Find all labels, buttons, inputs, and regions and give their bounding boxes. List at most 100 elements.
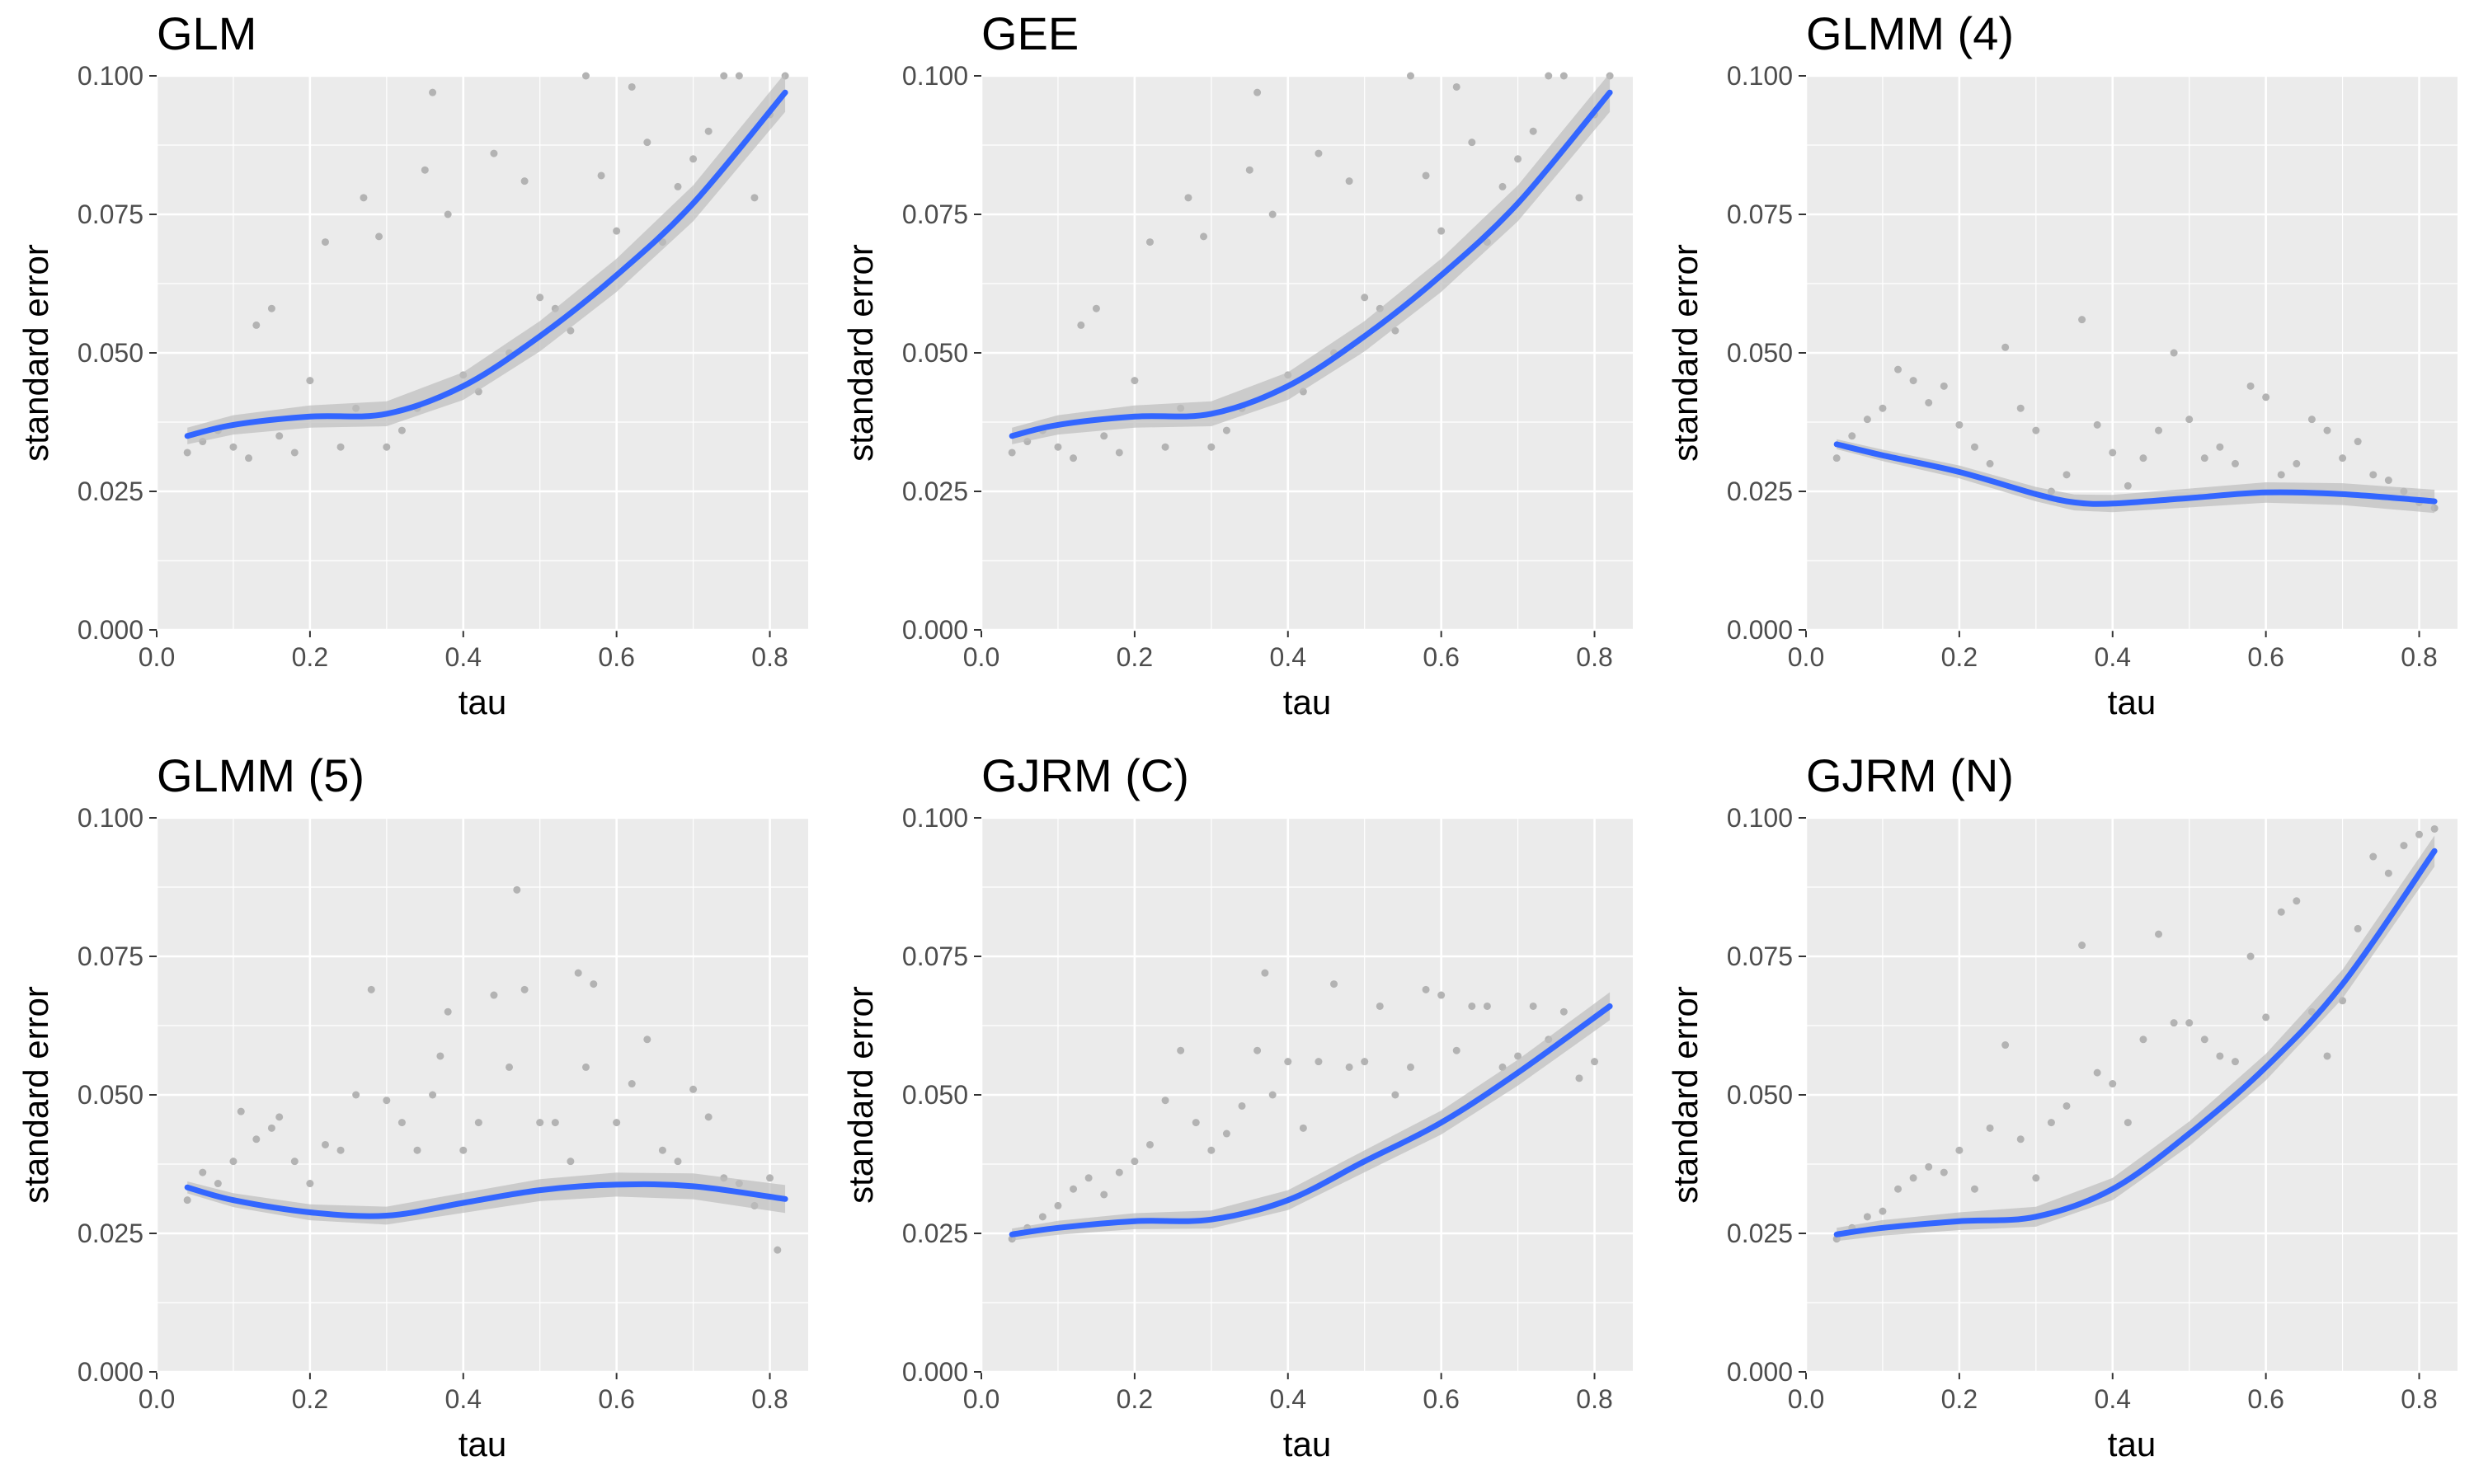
data-point — [1955, 1146, 1964, 1154]
data-point — [375, 232, 383, 241]
data-point — [628, 1080, 636, 1088]
data-point — [2170, 1019, 2178, 1027]
y-tick-label: 0.075 — [902, 942, 968, 971]
data-point — [613, 227, 621, 235]
x-tick-label: 0.8 — [751, 1384, 788, 1414]
data-point — [735, 72, 743, 80]
data-point — [1986, 1124, 1994, 1132]
x-tick-label: 0.8 — [2401, 642, 2437, 672]
data-point — [2277, 908, 2285, 916]
data-point — [1559, 72, 1568, 80]
data-point — [1054, 443, 1062, 451]
x-tick-label: 0.2 — [1941, 642, 1978, 672]
chart-svg: 0.0 0.2 0.4 0.6 0.8 0.000 0.025 0.050 0.075 0.100… — [16, 61, 808, 721]
data-point — [1184, 194, 1192, 202]
x-tick-label: 0.4 — [445, 1384, 482, 1414]
data-point — [1161, 443, 1169, 451]
chart-panel: GLMM (4) 0.0 0.2 0.4 0.6 0.8 0.000 0.025 0.050 0.… — [1649, 0, 2474, 742]
data-point — [1422, 985, 1430, 993]
chart-svg: 0.0 0.2 0.4 0.6 0.8 0.000 0.025 0.050 0.075 0.100… — [841, 61, 1633, 721]
chart-title: GJRM (C) — [981, 749, 1189, 801]
data-point — [1345, 177, 1353, 186]
data-point — [2384, 477, 2392, 485]
data-point — [267, 1124, 275, 1132]
y-axis-label: standard error — [841, 244, 880, 462]
x-tick-label: 0.4 — [445, 642, 482, 672]
data-point — [1514, 155, 1522, 163]
data-point — [2277, 471, 2285, 479]
data-point — [1207, 1146, 1216, 1154]
x-tick-label: 0.4 — [2095, 1384, 2131, 1414]
chart-svg: 0.0 0.2 0.4 0.6 0.8 0.000 0.025 0.050 0.075 0.100… — [1666, 803, 2458, 1463]
y-axis-label: standard error — [841, 986, 880, 1204]
data-point — [720, 72, 728, 80]
data-point — [2216, 1052, 2224, 1060]
chart-svg: 0.0 0.2 0.4 0.6 0.8 0.000 0.025 0.050 0.075 0.100… — [16, 803, 808, 1463]
data-point — [2323, 1052, 2331, 1060]
data-point — [1863, 1213, 1871, 1221]
data-point — [1545, 72, 1553, 80]
data-point — [766, 1174, 774, 1182]
y-axis-label: standard error — [16, 244, 55, 462]
data-point — [1955, 420, 1964, 429]
chart-title: GLMM (4) — [1806, 7, 2014, 59]
data-point — [1940, 1168, 1948, 1176]
y-tick-label: 0.075 — [1727, 942, 1793, 971]
data-point — [1575, 194, 1583, 202]
x-tick-label: 0.8 — [751, 642, 788, 672]
data-point — [658, 1146, 666, 1154]
data-point — [1100, 432, 1108, 440]
y-tick-label: 0.100 — [1727, 61, 1793, 91]
data-point — [689, 155, 698, 163]
data-point — [1848, 432, 1856, 440]
data-point — [1207, 443, 1216, 451]
data-point — [628, 82, 636, 91]
data-point — [1145, 1140, 1154, 1148]
y-tick-label: 0.100 — [1727, 803, 1793, 833]
data-point — [275, 432, 284, 440]
data-point — [352, 1091, 360, 1099]
x-tick-label: 0.6 — [1423, 642, 1459, 672]
data-point — [2047, 1119, 2055, 1127]
data-point — [2109, 1080, 2117, 1088]
data-point — [1070, 1185, 1078, 1193]
y-tick-label: 0.075 — [78, 942, 143, 971]
data-point — [321, 1140, 329, 1148]
smooth-line — [184, 1181, 788, 1219]
x-axis-label: tau — [2108, 683, 2156, 721]
data-point — [689, 1085, 698, 1093]
y-tick-label: 0.000 — [902, 1357, 968, 1387]
data-point — [267, 304, 275, 312]
chart-panel: GEE 0.0 0.2 0.4 0.6 0.8 0.000 0.025 0.050 0.075 0.… — [825, 0, 1649, 742]
x-tick-label: 0.2 — [1941, 1384, 1978, 1414]
data-points — [1832, 824, 2439, 1243]
data-point — [536, 1119, 544, 1127]
data-point — [336, 1146, 345, 1154]
data-point — [1268, 210, 1277, 218]
x-axis-label: tau — [1283, 683, 1331, 721]
data-point — [613, 1119, 621, 1127]
y-tick-label: 0.000 — [78, 1357, 143, 1387]
data-point — [429, 1091, 437, 1099]
data-point — [1238, 1101, 1246, 1110]
data-point — [397, 426, 406, 434]
data-point — [574, 969, 582, 977]
x-axis-label: tau — [459, 1425, 506, 1463]
data-point — [2016, 1135, 2025, 1144]
data-point — [2231, 459, 2239, 467]
data-point — [1437, 227, 1446, 235]
data-point — [2032, 1174, 2040, 1182]
y-tick-label: 0.050 — [902, 338, 968, 368]
data-point — [1970, 1185, 1978, 1193]
y-tick-label: 0.050 — [1727, 1080, 1793, 1110]
data-point — [2293, 459, 2301, 467]
data-point — [2062, 1101, 2071, 1110]
y-tick-label: 0.025 — [1727, 1219, 1793, 1248]
data-point — [459, 1146, 468, 1154]
chart-svg: 0.0 0.2 0.4 0.6 0.8 0.000 0.025 0.050 0.075 0.100… — [1666, 61, 2458, 721]
data-point — [397, 1119, 406, 1127]
y-tick-label: 0.025 — [78, 477, 143, 506]
data-point — [421, 166, 429, 174]
data-point — [2109, 448, 2117, 457]
x-tick-label: 0.2 — [1117, 1384, 1153, 1414]
